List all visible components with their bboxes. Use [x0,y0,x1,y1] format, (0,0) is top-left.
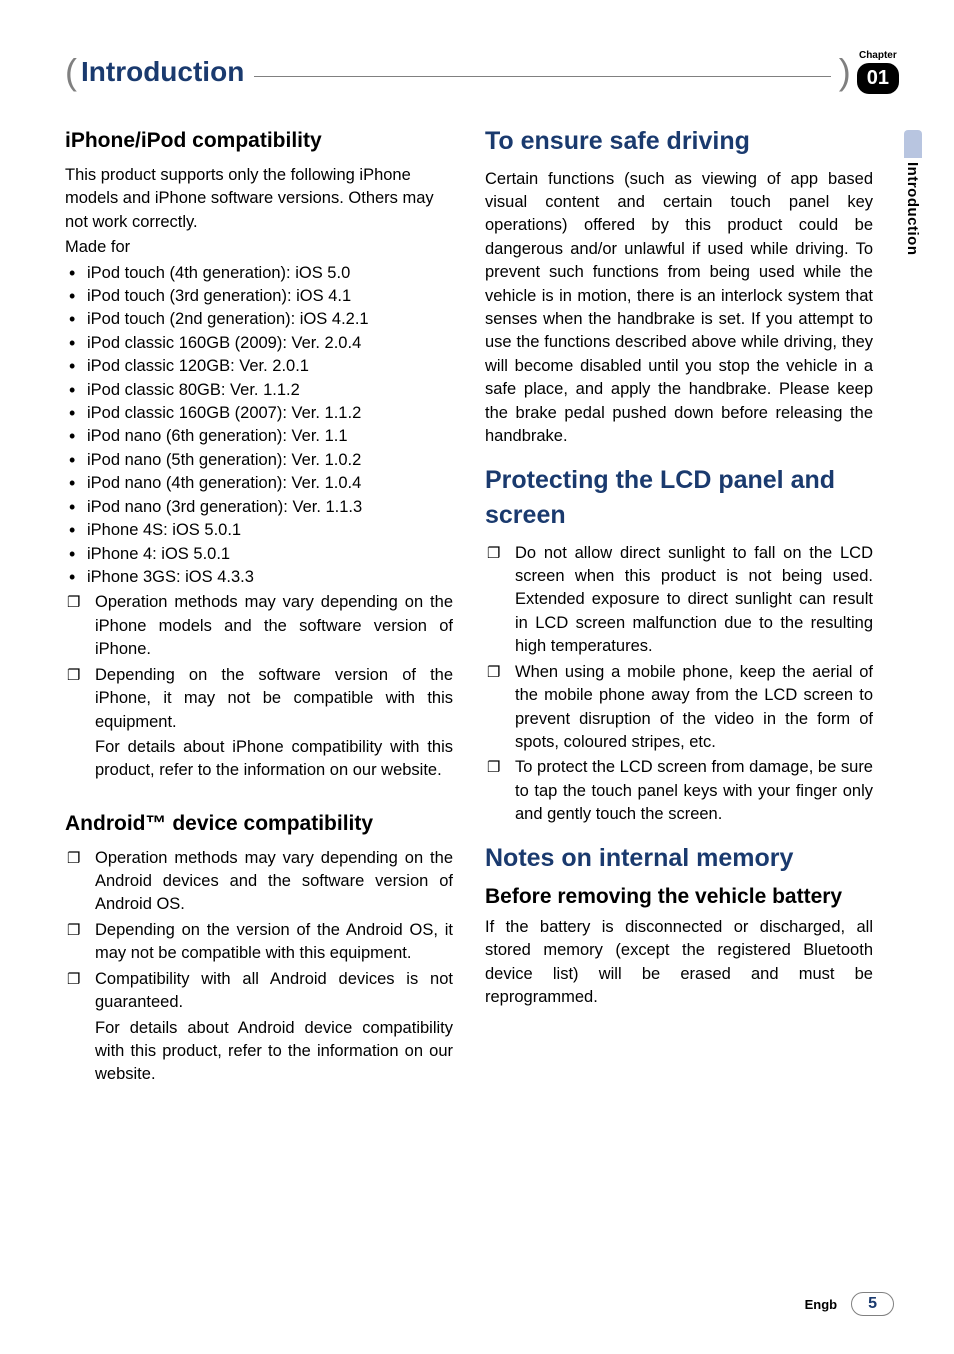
lcd-notes: Do not allow direct sunlight to fall on … [485,542,873,827]
list-item: iPhone 4: iOS 5.0.1 [65,543,453,566]
side-tab: Introduction [904,130,922,255]
chapter-block: Chapter 01 [857,50,899,94]
safe-driving-body: Certain functions (such as viewing of ap… [485,168,873,449]
list-item: iPod classic 160GB (2007): Ver. 1.1.2 [65,402,453,425]
note-cont: For details about Android device compati… [65,1017,453,1087]
compat-list: iPod touch (4th generation): iOS 5.0 iPo… [65,262,453,590]
note-item: Depending on the version of the Android … [65,919,453,966]
heading-iphone-compat: iPhone/iPod compatibility [65,126,453,156]
android-notes: Operation methods may vary depending on … [65,847,453,1015]
footer-page: 5 [851,1292,894,1316]
chapter-badge: 01 [857,63,899,94]
content-columns: iPhone/iPod compatibility This product s… [65,124,899,1087]
note-item: Do not allow direct sunlight to fall on … [485,542,873,659]
iphone-notes: Operation methods may vary depending on … [65,591,453,734]
list-item: iPod classic 80GB: Ver. 1.1.2 [65,379,453,402]
battery-body: If the battery is disconnected or discha… [485,916,873,1010]
note-cont: For details about iPhone compatibility w… [65,736,453,783]
list-item: iPhone 3GS: iOS 4.3.3 [65,566,453,589]
note-item: Compatibility with all Android devices i… [65,968,453,1015]
list-item: iPod nano (4th generation): Ver. 1.0.4 [65,472,453,495]
note-item: Operation methods may vary depending on … [65,591,453,661]
list-item: iPod nano (6th generation): Ver. 1.1 [65,425,453,448]
page-header: ( Introduction ) Chapter 01 [65,50,899,94]
header-title-wrap: ( Introduction ) [65,51,857,93]
intro-text: This product supports only the following… [65,164,453,234]
paren-open-icon: ( [65,51,77,93]
heading-safe-driving: To ensure safe driving [485,124,873,160]
side-tab-text: Introduction [904,162,921,255]
left-column: iPhone/iPod compatibility This product s… [65,124,453,1087]
side-tab-bar [904,130,922,158]
note-item: Operation methods may vary depending on … [65,847,453,917]
heading-memory: Notes on internal memory [485,841,873,877]
header-title: Introduction [81,56,244,88]
heading-lcd: Protecting the LCD panel and screen [485,463,873,534]
list-item: iPod touch (4th generation): iOS 5.0 [65,262,453,285]
made-for-text: Made for [65,236,453,259]
subheading-battery: Before removing the vehicle battery [485,882,873,912]
note-item: Depending on the software version of the… [65,664,453,734]
list-item: iPod nano (3rd generation): Ver. 1.1.3 [65,496,453,519]
list-item: iPod touch (2nd generation): iOS 4.2.1 [65,308,453,331]
list-item: iPod classic 160GB (2009): Ver. 2.0.4 [65,332,453,355]
right-column: To ensure safe driving Certain functions… [485,124,899,1087]
paren-close-icon: ) [839,51,851,93]
note-item: To protect the LCD screen from damage, b… [485,756,873,826]
footer: Engb 5 [805,1292,894,1316]
footer-lang: Engb [805,1297,838,1312]
list-item: iPod nano (5th generation): Ver. 1.0.2 [65,449,453,472]
list-item: iPod classic 120GB: Ver. 2.0.1 [65,355,453,378]
note-item: When using a mobile phone, keep the aeri… [485,661,873,755]
heading-android-compat: Android™ device compatibility [65,809,453,839]
list-item: iPod touch (3rd generation): iOS 4.1 [65,285,453,308]
chapter-label: Chapter [857,50,899,61]
list-item: iPhone 4S: iOS 5.0.1 [65,519,453,542]
header-line [254,76,830,77]
